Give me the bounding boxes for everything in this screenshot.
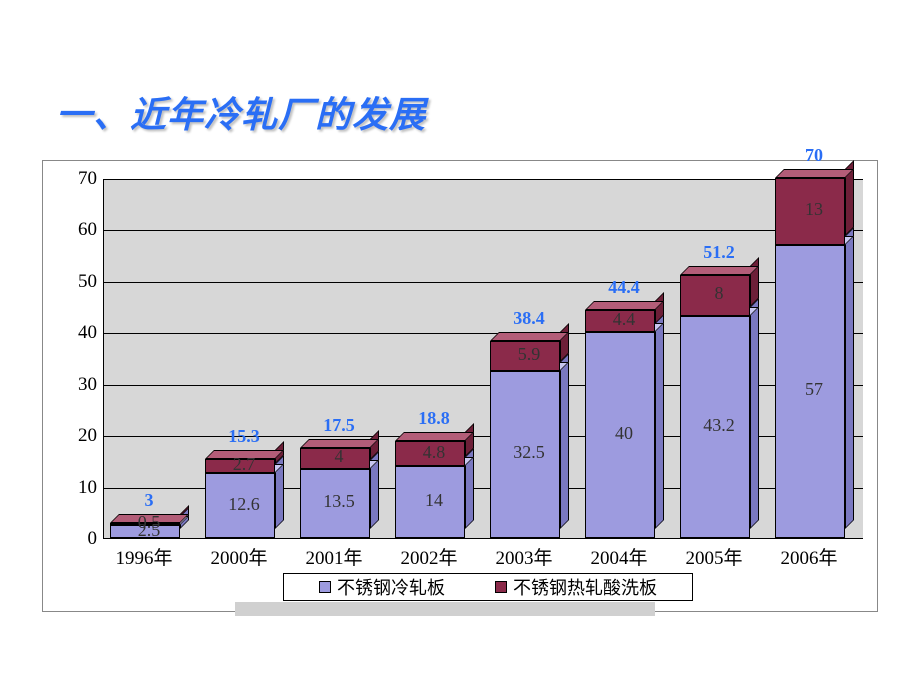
plot-area: 2.50.5312.62.715.313.5417.5144.818.832.5… bbox=[103, 179, 863, 539]
bar-value-label: 14 bbox=[399, 490, 469, 511]
bar-value-label: 4.4 bbox=[589, 309, 659, 330]
y-tick-label: 0 bbox=[43, 528, 97, 550]
legend-swatch-2 bbox=[495, 581, 507, 593]
x-tick-label: 2004年 bbox=[590, 543, 647, 570]
bar-value-label: 12.6 bbox=[209, 494, 279, 515]
legend: 不锈钢冷轧板 不锈钢热轧酸洗板 bbox=[283, 573, 693, 601]
legend-shadow bbox=[235, 602, 655, 616]
y-tick-label: 20 bbox=[43, 425, 97, 447]
bar-value-label: 8 bbox=[684, 283, 754, 304]
bar-total-label: 70 bbox=[779, 145, 849, 166]
gridline bbox=[104, 179, 863, 180]
chart-frame: 2.50.5312.62.715.313.5417.5144.818.832.5… bbox=[42, 160, 878, 612]
legend-item-1: 不锈钢冷轧板 bbox=[319, 574, 445, 600]
bar-value-label: 13 bbox=[779, 199, 849, 220]
x-tick-label: 2002年 bbox=[400, 543, 457, 570]
bar-value-label: 57 bbox=[779, 379, 849, 400]
x-tick-label: 2005年 bbox=[685, 543, 742, 570]
slide: 一、近年冷轧厂的发展 2.50.5312.62.715.313.5417.514… bbox=[0, 0, 920, 690]
gridline bbox=[104, 230, 863, 231]
x-tick-label: 2003年 bbox=[495, 543, 552, 570]
bar-total-label: 44.4 bbox=[589, 277, 659, 298]
y-tick-label: 70 bbox=[43, 168, 97, 190]
bar-total-label: 18.8 bbox=[399, 408, 469, 429]
y-tick-label: 50 bbox=[43, 271, 97, 293]
x-tick-label: 1996年 bbox=[115, 543, 172, 570]
bar-value-label: 4.8 bbox=[399, 442, 469, 463]
bar-value-label: 4 bbox=[304, 446, 374, 467]
bar-total-label: 38.4 bbox=[494, 308, 564, 329]
bar-total-label: 17.5 bbox=[304, 415, 374, 436]
x-tick-label: 2001年 bbox=[305, 543, 362, 570]
bar-value-label: 2.7 bbox=[209, 454, 279, 475]
bar-value-label: 5.9 bbox=[494, 344, 564, 365]
bar-value-label: 43.2 bbox=[684, 415, 754, 436]
y-tick-label: 30 bbox=[43, 374, 97, 396]
slide-title: 一、近年冷轧厂的发展 bbox=[56, 86, 426, 138]
bar-value-label: 32.5 bbox=[494, 442, 564, 463]
x-tick-label: 2006年 bbox=[780, 543, 837, 570]
y-tick-label: 40 bbox=[43, 322, 97, 344]
bar-total-label: 15.3 bbox=[209, 426, 279, 447]
legend-label-2: 不锈钢热轧酸洗板 bbox=[513, 574, 657, 600]
bar-total-label: 3 bbox=[114, 490, 184, 511]
bar-value-label: 13.5 bbox=[304, 491, 374, 512]
legend-swatch-1 bbox=[319, 581, 331, 593]
y-tick-label: 10 bbox=[43, 477, 97, 499]
legend-item-2: 不锈钢热轧酸洗板 bbox=[495, 574, 657, 600]
x-tick-label: 2000年 bbox=[210, 543, 267, 570]
bar-value-label: 40 bbox=[589, 423, 659, 444]
bar-value-label: 0.5 bbox=[114, 512, 184, 533]
y-tick-label: 60 bbox=[43, 219, 97, 241]
bar-total-label: 51.2 bbox=[684, 242, 754, 263]
legend-label-1: 不锈钢冷轧板 bbox=[337, 574, 445, 600]
